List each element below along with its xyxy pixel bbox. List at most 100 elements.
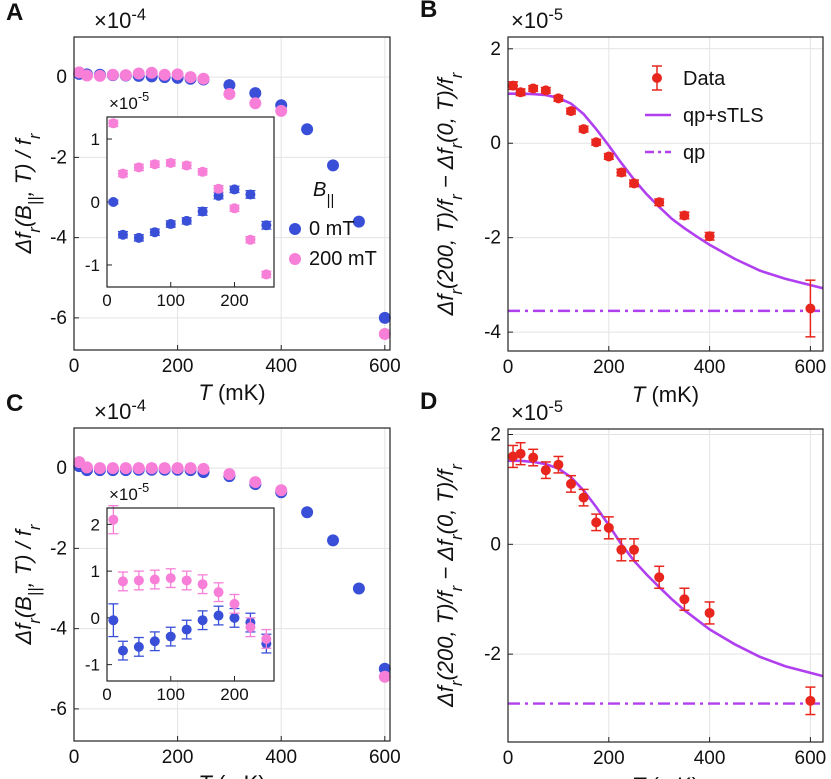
main-ytick-label: 0 [490, 133, 501, 154]
data-point [275, 484, 288, 497]
main-xtick-label: 400 [265, 356, 297, 377]
inset-ytick-label: -1 [85, 256, 100, 275]
inset-axes-frame [106, 116, 275, 288]
inset-xtick-label: 200 [220, 291, 248, 310]
data-point [805, 303, 816, 314]
legend-marker [652, 73, 662, 83]
data-point [327, 159, 340, 172]
data-point [197, 579, 208, 590]
inset-ytick-label: 2 [91, 515, 100, 534]
data-point [165, 573, 176, 584]
main-xtick-label: 400 [694, 748, 726, 769]
main-xtick-label: 600 [795, 748, 827, 769]
data-point [149, 227, 160, 238]
data-point [181, 624, 192, 635]
data-point [704, 231, 715, 242]
main-xtick-label: 0 [503, 748, 514, 769]
data-point [197, 166, 208, 177]
data-point [108, 197, 119, 207]
main-ytick-label: 2 [490, 424, 501, 445]
inset-xtick-label: 0 [102, 291, 111, 310]
data-point [261, 269, 272, 280]
data-point [213, 183, 224, 194]
data-point [171, 68, 184, 81]
data-point [275, 104, 288, 117]
inset-exponent-label: ×10-5 [109, 480, 149, 504]
data-point [108, 514, 119, 525]
main-plot-area [508, 37, 823, 351]
data-point [117, 576, 128, 587]
main-axes-frame [507, 428, 824, 743]
data-point [249, 97, 262, 110]
x-axis-label: T (mK) [198, 771, 265, 779]
data-point [197, 615, 208, 626]
data-point [117, 645, 128, 656]
data-point [327, 534, 340, 547]
data-point [591, 137, 602, 148]
data-point [515, 87, 526, 98]
data-point [117, 168, 128, 179]
data-point [117, 229, 128, 240]
data-point [591, 517, 602, 528]
main-xtick-label: 0 [69, 747, 80, 768]
data-point [132, 67, 145, 80]
data-point [603, 151, 614, 162]
main-ytick-label: -2 [50, 538, 67, 559]
main-xtick-label: 200 [162, 747, 194, 768]
data-point [108, 118, 119, 129]
legend: Data qp+sTLS qp [645, 65, 764, 164]
data-point [158, 462, 171, 475]
data-point [223, 87, 236, 100]
data-point [149, 636, 160, 647]
data-point [245, 234, 256, 245]
data-point [245, 189, 256, 200]
main-plot-area [508, 429, 823, 742]
main-xtick-label: 600 [369, 747, 401, 768]
data-point [603, 522, 614, 533]
main-ytick-label: -6 [50, 308, 67, 329]
data-point [80, 461, 93, 474]
data-point [184, 462, 197, 475]
fit-line-qp-stls [508, 459, 824, 678]
data-point [213, 190, 224, 201]
data-point [158, 68, 171, 81]
legend-entry: 200 mT [309, 248, 377, 270]
data-point [629, 178, 639, 189]
inset-ytick-label: 1 [91, 130, 100, 149]
data-point [213, 610, 224, 621]
data-point [108, 615, 119, 626]
data-point [566, 106, 576, 117]
data-point [223, 79, 236, 92]
main-ytick-label: 0 [56, 67, 67, 88]
data-point [654, 572, 665, 583]
panel-b: 0 200 400 600 2 0 -2 -4 ×10-5 B T (mK) Δfr(200, T)/… [420, 0, 826, 407]
data-point [261, 633, 272, 644]
main-ytick-label: 0 [56, 458, 67, 479]
data-point [301, 123, 314, 136]
main-xtick-label: 600 [369, 356, 401, 377]
main-xtick-label: 200 [162, 356, 194, 377]
data-point [679, 210, 690, 221]
legend: B|| 0 mT 200 mT [289, 179, 377, 270]
legend-entry: qp+sTLS [683, 105, 764, 127]
main-xtick-label: 0 [503, 357, 514, 378]
main-ytick-label: -6 [50, 699, 67, 720]
x-axis-label: T (mK) [632, 382, 699, 407]
main-axes-frame [507, 36, 824, 352]
panel-a: 0 200 400 600 0 -2 -4 -6 ×10-4 A T (mK) Δfr(B||, T)… [6, 0, 401, 405]
data-point [133, 232, 144, 243]
data-point [106, 68, 119, 81]
data-point [213, 587, 224, 598]
main-ytick-label: -2 [50, 147, 67, 168]
data-point [378, 670, 391, 683]
data-point [352, 582, 365, 595]
data-point [378, 311, 391, 324]
inset-ytick-label: -1 [85, 656, 100, 675]
data-point [378, 327, 391, 340]
panel-label: C [6, 390, 23, 417]
y-exponent-label: ×10-5 [511, 6, 563, 33]
inset-exponent-label: ×10-5 [109, 89, 149, 113]
inset-ytick-label: 0 [91, 609, 100, 628]
